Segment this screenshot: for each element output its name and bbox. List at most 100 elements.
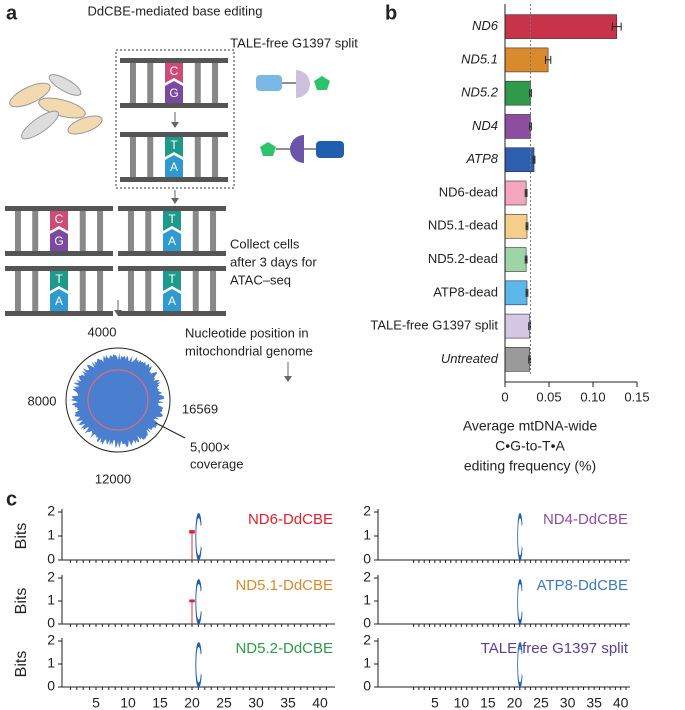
logo-y-tick-label: 1: [363, 655, 371, 671]
error-bar: [524, 189, 528, 197]
logo-y-tick-label: 2: [47, 632, 55, 648]
dna-rung: [127, 271, 134, 311]
base-letter: G: [169, 86, 178, 100]
dna-rung: [145, 271, 152, 311]
dna-rung: [129, 63, 136, 103]
logo-y-tick-label: 1: [47, 655, 55, 671]
dna-rung: [147, 137, 154, 177]
base-top: [165, 63, 183, 83]
dna-rung: [14, 271, 21, 311]
logo-y-tick-label: 0: [47, 678, 55, 694]
arrows: [114, 112, 292, 382]
coverage-pointer: [149, 419, 186, 439]
logo-title: ND4-DdCBE: [543, 511, 628, 528]
logo-x-tick-label: 40: [312, 695, 328, 710]
logo-title: ATP8-DdCBE: [537, 577, 628, 594]
logo-x-tick-label: 15: [480, 695, 496, 710]
logo-x-tick-label: 40: [613, 695, 629, 710]
logo-y-tick-label: 2: [363, 569, 371, 585]
base-bottom: [163, 229, 181, 251]
dna-rung: [14, 211, 21, 251]
dna-strand: [118, 266, 226, 271]
dna-rung: [32, 211, 39, 251]
base-letter: C: [55, 212, 64, 226]
dna-rung: [212, 137, 219, 177]
dna-rung: [212, 63, 219, 103]
panel-label: b: [385, 2, 397, 24]
panel-label: c: [6, 488, 17, 510]
category-label: ATP8-dead: [433, 284, 498, 299]
base-letter: A: [170, 160, 178, 174]
split-title: TALE-free G1397 split: [230, 35, 358, 50]
bar: [504, 313, 530, 339]
logo-y-tick-label: 2: [363, 632, 371, 648]
logo-y-tick-label: 2: [363, 503, 371, 519]
dna-rung: [192, 211, 199, 251]
circle-label: 4000: [88, 324, 117, 339]
logo-y-tick-label: 0: [47, 551, 55, 567]
category-label: ND5.1: [461, 51, 498, 66]
error-bar: [532, 155, 536, 164]
dna-rung: [145, 211, 152, 251]
dna-rung: [194, 63, 201, 103]
logo-letter: C: [195, 501, 202, 575]
error-bar: [525, 222, 529, 231]
base-letter: T: [55, 272, 63, 286]
logo-letter: C: [517, 566, 523, 638]
dna-strand: [5, 251, 113, 256]
category-label: ND5.2-dead: [428, 251, 498, 266]
cells: [9, 74, 103, 140]
dna-strand: [120, 177, 228, 182]
logo-y-tick-label: 1: [363, 592, 371, 608]
category-label: ND5.2: [461, 85, 499, 100]
logo-letter: C: [195, 567, 202, 638]
category-label: ND6-dead: [439, 184, 498, 199]
logo-x-tick-label: 30: [560, 695, 576, 710]
logo-x-tick-label: 5: [92, 695, 100, 710]
x-axis-label: editing frequency (%): [464, 458, 596, 474]
bar: [504, 280, 528, 306]
logo-y-label: Bits: [13, 523, 30, 550]
base-letter: T: [170, 138, 178, 152]
logo-y-tick-label: 1: [363, 527, 371, 543]
logo-letter: C: [517, 629, 523, 701]
dna-strand: [120, 103, 228, 108]
logo-x-tick-label: 30: [248, 695, 264, 710]
coverage-line: 5,000×: [190, 439, 230, 454]
bar: [504, 347, 530, 372]
dna-strand: [5, 311, 113, 316]
error-bar: [544, 55, 552, 64]
logo-x-tick-label: 35: [280, 695, 296, 710]
dna-rung: [97, 271, 104, 311]
collect-line: Collect cells: [230, 236, 300, 251]
base-top: [163, 271, 181, 291]
logo-y-tick-label: 2: [47, 503, 55, 519]
dna-strand: [118, 311, 226, 316]
collect-line: after 3 days for: [230, 254, 317, 269]
base-bottom: [50, 229, 68, 251]
dna-rung: [147, 63, 154, 103]
x-tick-label: 0: [501, 389, 508, 404]
bar: [504, 80, 531, 106]
position-line: Nucleotide position in: [185, 325, 309, 340]
logo-title: ND5.2-DdCBE: [235, 640, 333, 657]
logo-letter: T: [189, 521, 195, 569]
base-bottom: [163, 289, 181, 311]
logo-title: TALE-free G1397 split: [481, 640, 629, 657]
logo-y-label: Bits: [13, 588, 30, 615]
dna-strand: [120, 132, 228, 137]
logo-title: ND5.1-DdCBE: [235, 577, 333, 594]
category-label: TALE-free G1397 split: [370, 318, 498, 333]
base-letter: A: [55, 294, 63, 308]
dna-rung: [127, 211, 134, 251]
logo-title: ND6-DdCBE: [248, 511, 333, 528]
category-label: ND4: [472, 118, 498, 133]
category-label: Untreated: [441, 351, 499, 366]
category-label: ND5.1-dead: [428, 218, 498, 233]
logo-x-tick-label: 20: [184, 695, 200, 710]
logo-x-tick-label: 10: [120, 695, 136, 710]
dna-strand: [118, 206, 226, 211]
dna-strand: [5, 206, 113, 211]
logo-y-label: Bits: [13, 651, 30, 678]
